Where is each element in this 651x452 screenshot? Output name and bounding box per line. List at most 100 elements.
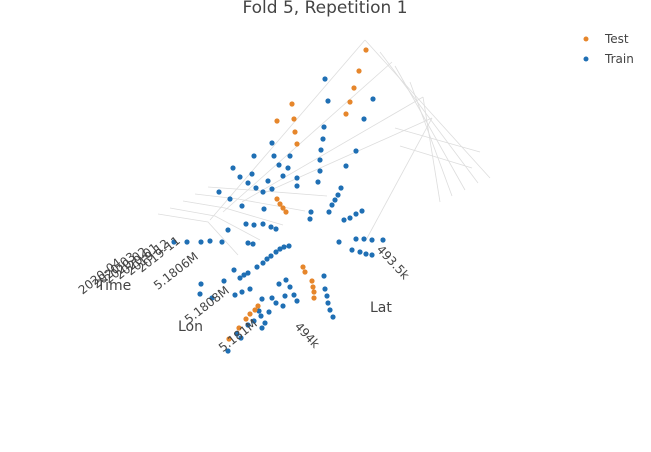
point-train (359, 208, 365, 214)
point-test (300, 264, 306, 270)
point-train (209, 295, 215, 301)
point-train (341, 217, 347, 223)
point-train (221, 278, 227, 284)
point-test (283, 209, 289, 215)
point-train (259, 296, 265, 302)
point-train (198, 281, 204, 287)
point-train (225, 348, 231, 354)
point-train (254, 264, 260, 270)
grid-line (241, 96, 424, 203)
point-train (287, 153, 293, 159)
point-test (343, 111, 349, 117)
point-test (236, 325, 242, 331)
point-train (294, 298, 300, 304)
grid-line (222, 61, 393, 213)
point-train (361, 116, 367, 122)
point-train (241, 272, 247, 278)
point-test (226, 336, 232, 342)
point-train (280, 303, 286, 309)
point-test (255, 303, 261, 309)
point-train (232, 292, 238, 298)
point-train (238, 335, 244, 341)
point-train (184, 239, 190, 245)
point-test (309, 278, 315, 284)
legend-label-test: Test (604, 32, 629, 46)
point-train (251, 153, 257, 159)
point-test (247, 311, 253, 317)
point-test (243, 316, 249, 322)
x-axis-title: Lat (370, 300, 392, 316)
point-train (291, 292, 297, 298)
point-train (324, 293, 330, 299)
point-test (274, 196, 280, 202)
point-train (347, 215, 353, 221)
point-train (247, 286, 253, 292)
point-train (294, 183, 300, 189)
point-train (237, 275, 243, 281)
point-train (207, 238, 213, 244)
point-train (327, 307, 333, 313)
data-points (171, 47, 386, 354)
point-train (269, 295, 275, 301)
point-train (198, 239, 204, 245)
grid-line (365, 117, 433, 241)
point-train (259, 325, 265, 331)
x-tick-1: 494k (292, 319, 323, 350)
point-train (273, 300, 279, 306)
point-train (262, 320, 268, 326)
point-train (245, 240, 251, 246)
point-train (325, 300, 331, 306)
point-test (347, 99, 353, 105)
point-train (369, 252, 375, 258)
point-train (321, 273, 327, 279)
point-train (253, 185, 259, 191)
point-train (322, 76, 328, 82)
point-train (338, 185, 344, 191)
point-test (274, 118, 280, 124)
point-train (251, 318, 257, 324)
point-train (273, 249, 279, 255)
point-train (250, 241, 256, 247)
point-train (269, 186, 275, 192)
legend-item-test[interactable]: Test (583, 32, 629, 46)
point-train (281, 244, 287, 250)
point-train (322, 286, 328, 292)
point-train (197, 291, 203, 297)
point-test (294, 141, 300, 147)
point-train (219, 239, 225, 245)
point-test (363, 47, 369, 53)
point-train (260, 189, 266, 195)
point-train (264, 256, 270, 262)
point-train (265, 178, 271, 184)
point-test (302, 269, 308, 275)
point-test (351, 85, 357, 91)
point-train (369, 237, 375, 243)
grid-line (394, 127, 481, 153)
point-test (289, 101, 295, 107)
point-train (256, 308, 262, 314)
point-train (287, 284, 293, 290)
point-train (171, 239, 177, 245)
point-train (282, 293, 288, 299)
grid-line (409, 81, 453, 197)
legend-item-train[interactable]: Train (583, 52, 634, 66)
point-train (357, 249, 363, 255)
point-train (276, 281, 282, 287)
point-train (349, 247, 355, 253)
grid-line (169, 207, 261, 241)
legend[interactable]: Test Train (583, 32, 634, 66)
axis-y: 5.1806M 5.1808M 5.181M Lon (151, 249, 260, 355)
point-train (268, 253, 274, 259)
point-train (320, 136, 326, 142)
point-test (292, 129, 298, 135)
point-test (311, 289, 317, 295)
point-train (231, 267, 237, 273)
grid-lines (157, 39, 491, 256)
point-train (286, 243, 292, 249)
point-train (353, 211, 359, 217)
point-train (237, 174, 243, 180)
point-train (245, 180, 251, 186)
point-train (273, 226, 279, 232)
point-train (326, 209, 332, 215)
axis-x: 493.5k 494k Lat (292, 242, 412, 350)
